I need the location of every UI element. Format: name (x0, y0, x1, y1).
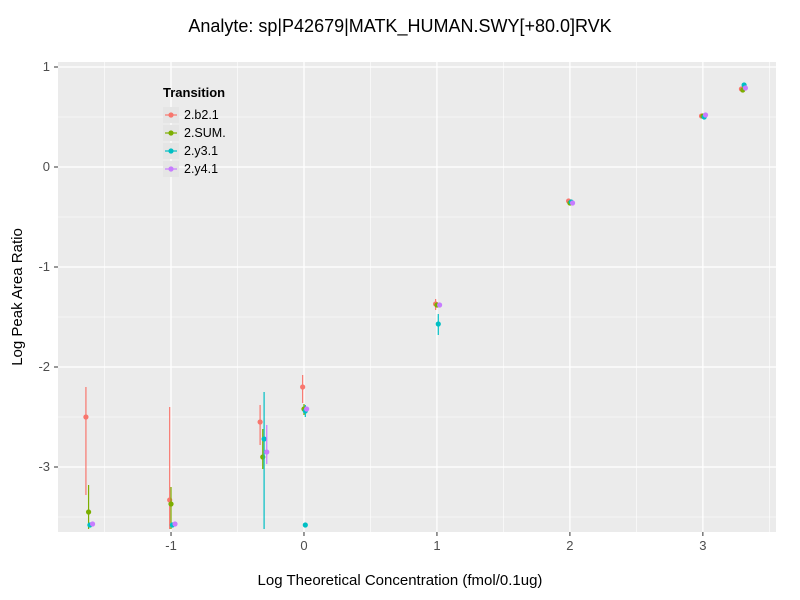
data-point (435, 321, 441, 327)
y-tick-label: 0 (43, 159, 50, 174)
data-point (89, 521, 96, 527)
y-tick-label: -3 (38, 459, 50, 474)
legend-title: Transition (163, 85, 225, 100)
y-tick-label: -1 (38, 259, 50, 274)
legend-entry-label: 2.b2.1 (184, 108, 219, 122)
x-tick-label: -1 (165, 538, 177, 553)
series-2.y4.1 (89, 85, 749, 527)
data-point (83, 414, 89, 420)
data-point (172, 521, 178, 527)
legend-entry-label: 2.y4.1 (184, 162, 218, 176)
y-tick-label: -2 (38, 359, 50, 374)
data-point (304, 406, 310, 412)
y-axis-label: Log Peak Area Ratio (9, 228, 26, 366)
legend: Transition 2.b2.1 2.SUM. 2.y3.1 2.y4.1 (163, 85, 226, 177)
data-point (437, 302, 443, 308)
data-point (569, 200, 576, 206)
x-tick-label: 0 (300, 538, 307, 553)
x-tick-label: 1 (433, 538, 440, 553)
x-axis-label: Log Theoretical Concentration (fmol/0.1u… (258, 572, 543, 589)
data-point (264, 449, 270, 455)
data-layer (83, 82, 749, 529)
data-point (702, 112, 709, 118)
data-point (302, 522, 308, 528)
data-point (257, 419, 263, 425)
legend-key-point (168, 148, 174, 154)
legend-entry-label: 2.y3.1 (184, 144, 218, 158)
legend-key-point (168, 112, 174, 118)
data-point (742, 85, 749, 91)
x-tick-label: 2 (566, 538, 573, 553)
y-tick-label: 1 (43, 59, 50, 74)
legend-key-point (168, 130, 174, 136)
data-point (261, 436, 267, 442)
legend-entry-label: 2.SUM. (184, 126, 226, 140)
chart-layers: -1 0 1 2 3 -3 -2 -1 0 1 Transition 2.b2.1 2.SUM. 2.y3… (38, 59, 776, 553)
data-point (168, 501, 174, 507)
x-tick-label: 3 (699, 538, 706, 553)
data-point (300, 384, 306, 390)
data-point (85, 509, 92, 515)
chart-title: Analyte: sp|P42679|MATK_HUMAN.SWY[+80.0]… (188, 16, 611, 37)
legend-key-point (168, 166, 174, 172)
